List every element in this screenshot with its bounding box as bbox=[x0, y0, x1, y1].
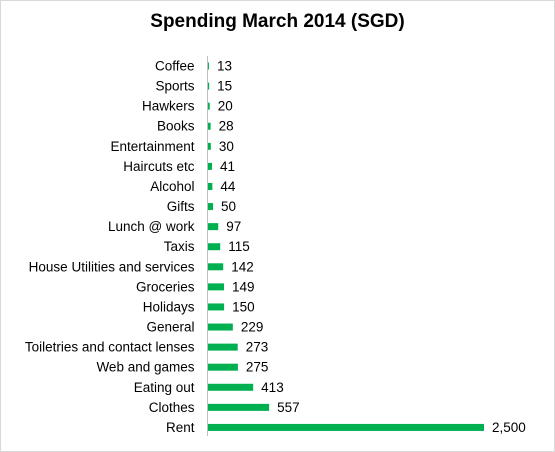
bar bbox=[207, 162, 213, 170]
category-label: Sports bbox=[155, 79, 194, 94]
bar bbox=[207, 223, 219, 231]
category-label: Web and games bbox=[96, 360, 194, 375]
category-label: Coffee bbox=[155, 59, 195, 74]
data-label: 28 bbox=[219, 119, 234, 134]
data-label: 2,500 bbox=[492, 420, 526, 435]
bar bbox=[207, 423, 484, 431]
category-label: Rent bbox=[166, 420, 195, 435]
bar bbox=[207, 263, 224, 271]
category-label: Holidays bbox=[143, 299, 195, 314]
data-label: 13 bbox=[217, 59, 232, 74]
data-label: 41 bbox=[220, 159, 235, 174]
category-label: Books bbox=[157, 119, 195, 134]
data-label: 150 bbox=[232, 299, 255, 314]
bar bbox=[207, 303, 225, 311]
data-label: 229 bbox=[241, 320, 264, 335]
category-label: Alcohol bbox=[150, 179, 194, 194]
data-label: 44 bbox=[220, 179, 236, 194]
data-label: 413 bbox=[261, 380, 284, 395]
data-label: 97 bbox=[226, 219, 241, 234]
data-label: 275 bbox=[246, 360, 269, 375]
category-label: Gifts bbox=[167, 199, 195, 214]
data-label: 557 bbox=[277, 400, 300, 415]
bar bbox=[207, 323, 233, 331]
bar bbox=[207, 203, 214, 211]
bar bbox=[207, 403, 270, 411]
category-label: Eating out bbox=[134, 380, 195, 395]
category-label: Entertainment bbox=[110, 139, 194, 154]
bar bbox=[207, 383, 254, 391]
category-label: Groceries bbox=[136, 279, 195, 294]
data-label: 50 bbox=[221, 199, 236, 214]
data-label: 115 bbox=[228, 239, 250, 254]
bar bbox=[207, 62, 209, 70]
category-label: General bbox=[146, 320, 194, 335]
bar bbox=[207, 102, 210, 110]
bar bbox=[207, 182, 213, 190]
data-label: 20 bbox=[218, 99, 233, 114]
chart-title: Spending March 2014 (SGD) bbox=[150, 11, 405, 32]
bar bbox=[207, 82, 210, 90]
category-label: Clothes bbox=[149, 400, 195, 415]
bar bbox=[207, 142, 211, 150]
category-label: Taxis bbox=[164, 239, 195, 254]
bar bbox=[207, 122, 211, 130]
data-label: 30 bbox=[219, 139, 234, 154]
data-label: 15 bbox=[217, 79, 232, 94]
category-label: Hawkers bbox=[142, 99, 195, 114]
bar bbox=[207, 343, 238, 351]
category-label: Toiletries and contact lenses bbox=[25, 340, 195, 355]
bar bbox=[207, 283, 224, 291]
data-label: 273 bbox=[246, 340, 269, 355]
category-label: Haircuts etc bbox=[123, 159, 195, 174]
bar bbox=[207, 243, 221, 251]
data-label: 149 bbox=[232, 279, 255, 294]
data-label: 142 bbox=[231, 259, 254, 274]
category-label: Lunch @ work bbox=[108, 219, 195, 234]
bar bbox=[207, 363, 238, 371]
category-label: House Utilities and services bbox=[29, 259, 195, 274]
